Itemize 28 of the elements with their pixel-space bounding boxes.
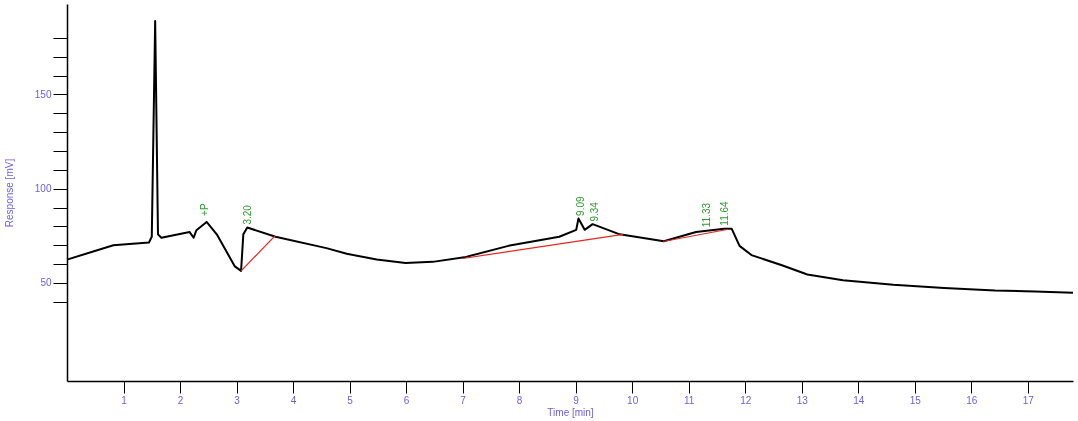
x-tick-label: 7 xyxy=(460,394,467,406)
annotation: +P xyxy=(199,203,211,216)
x-tick-label: 17 xyxy=(1022,394,1035,406)
x-tick-label: 6 xyxy=(403,394,410,406)
x-tick-label: 2 xyxy=(177,394,184,406)
x-tick-label: 12 xyxy=(740,394,752,406)
x-tick-label: 8 xyxy=(516,394,523,406)
x-tick-label: 9 xyxy=(573,394,580,406)
annotation: 11.33 xyxy=(701,202,713,228)
x-tick-label: 5 xyxy=(347,394,354,406)
x-tick-label: 13 xyxy=(796,394,809,406)
x-tick-label: 1 xyxy=(121,394,128,406)
x-tick-label: 11 xyxy=(683,394,695,406)
x-tick-label: 14 xyxy=(853,394,865,406)
annotation: 9.34 xyxy=(588,201,600,222)
x-tick-label: 3 xyxy=(234,394,241,406)
annotation: 3.20 xyxy=(241,204,253,225)
x-axis-title: Time [min] xyxy=(547,406,594,418)
x-tick-label: 16 xyxy=(966,394,978,406)
x-tick-label: 10 xyxy=(627,394,639,406)
y-tick-label: 50 xyxy=(40,277,52,289)
y-axis-title: Response [mV] xyxy=(3,158,15,228)
x-tick-label: 15 xyxy=(909,394,922,406)
y-tick-label: 100 xyxy=(34,183,52,195)
y-tick-label: 150 xyxy=(34,88,52,100)
annotation: 11.64 xyxy=(718,200,730,226)
annotation: 9.09 xyxy=(574,195,586,216)
x-tick-label: 4 xyxy=(290,394,297,406)
